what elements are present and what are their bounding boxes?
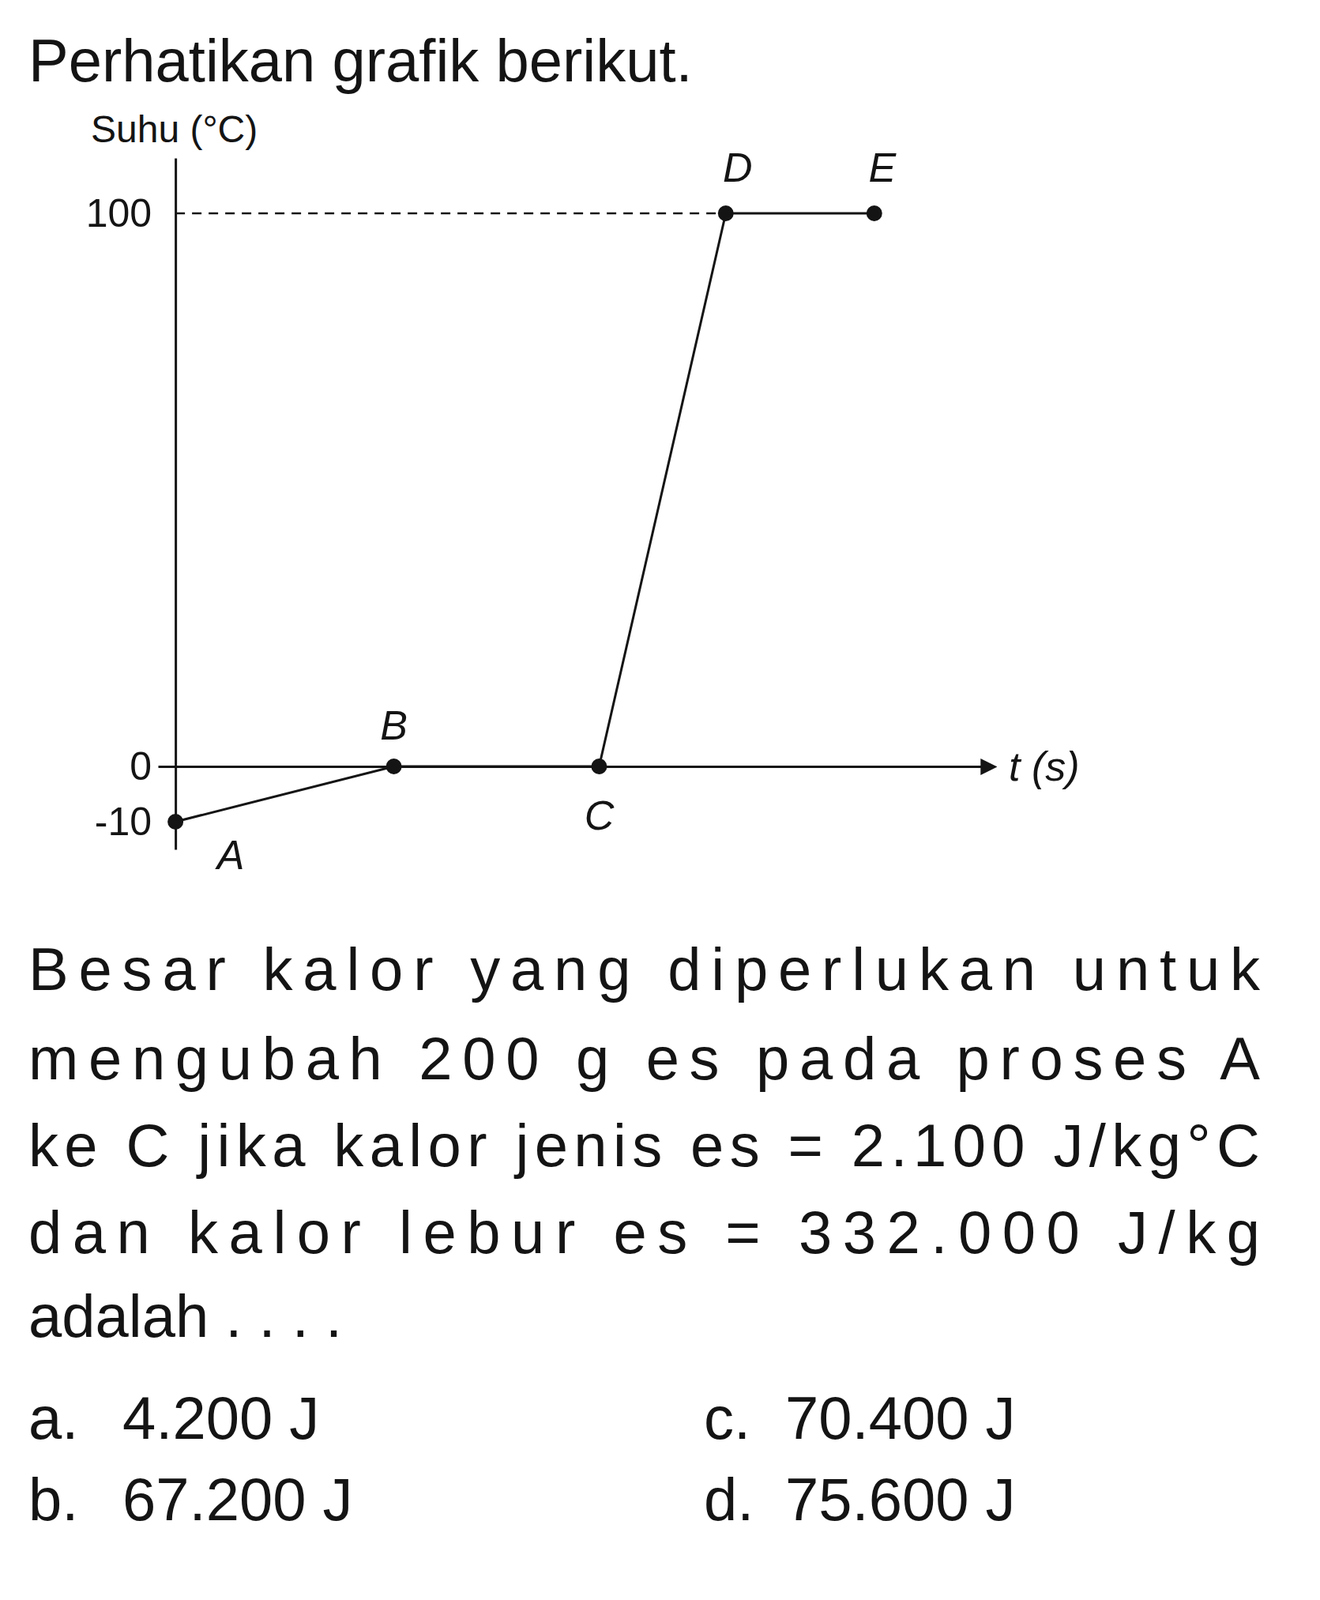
point-labels: A B C D E <box>214 144 898 878</box>
point-label: E <box>868 144 897 191</box>
question-line: dan kalor lebur es = 332.000 J/kg <box>28 1198 1260 1266</box>
option-letter: a. <box>28 1383 79 1452</box>
data-point <box>590 758 607 775</box>
option-text: 75.600 J <box>785 1465 1016 1533</box>
point-label: C <box>584 792 615 839</box>
y-tick: -10 <box>94 799 176 844</box>
point-label: A <box>214 831 245 878</box>
guide-line <box>175 212 726 215</box>
y-axis-title: Suhu (°C) <box>90 108 258 151</box>
page: Perhatikan grafik berikut. -10 0 100 Suhu (°… <box>0 0 1320 1600</box>
point-label: B <box>379 702 408 749</box>
plot-area <box>167 205 883 830</box>
option-text: 4.200 J <box>122 1383 320 1452</box>
y-tick-label: 100 <box>86 191 152 236</box>
options: a. 4.200 J b. 67.200 J c. 70.400 J d. 75.600 J <box>28 1383 1016 1533</box>
x-axis-title: t (s) <box>1008 743 1080 790</box>
y-tick-label: -10 <box>94 799 152 844</box>
y-axis-line <box>174 158 177 850</box>
y-tick-label: 0 <box>129 744 152 789</box>
option-letter: d. <box>703 1465 754 1533</box>
chart: -10 0 100 Suhu (°C) t (s) A B C D E <box>86 108 1080 878</box>
question-line: mengubah 200 g es pada proses A <box>28 1024 1260 1092</box>
data-point <box>386 758 403 775</box>
y-tick: 0 <box>129 744 176 789</box>
data-point <box>167 813 184 830</box>
option-letter: b. <box>28 1465 79 1533</box>
point-label: D <box>722 144 753 191</box>
title: Perhatikan grafik berikut. <box>28 26 693 95</box>
question-line: Besar kalor yang diperlukan untuk <box>28 935 1261 1003</box>
option-text: 70.400 J <box>785 1383 1016 1452</box>
y-tick: 100 <box>86 191 176 236</box>
question: Besar kalor yang diperlukan untuk menguba… <box>28 935 1261 1350</box>
option-text: 67.200 J <box>122 1465 354 1533</box>
data-line <box>175 213 875 822</box>
data-point <box>866 205 883 222</box>
question-line: adalah . . . . <box>28 1282 343 1350</box>
option-letter: c. <box>703 1383 751 1452</box>
y-axis: -10 0 100 <box>86 158 177 850</box>
data-point <box>718 205 734 222</box>
question-line: ke C jika kalor jenis es = 2.100 J/kg°C <box>28 1111 1260 1179</box>
